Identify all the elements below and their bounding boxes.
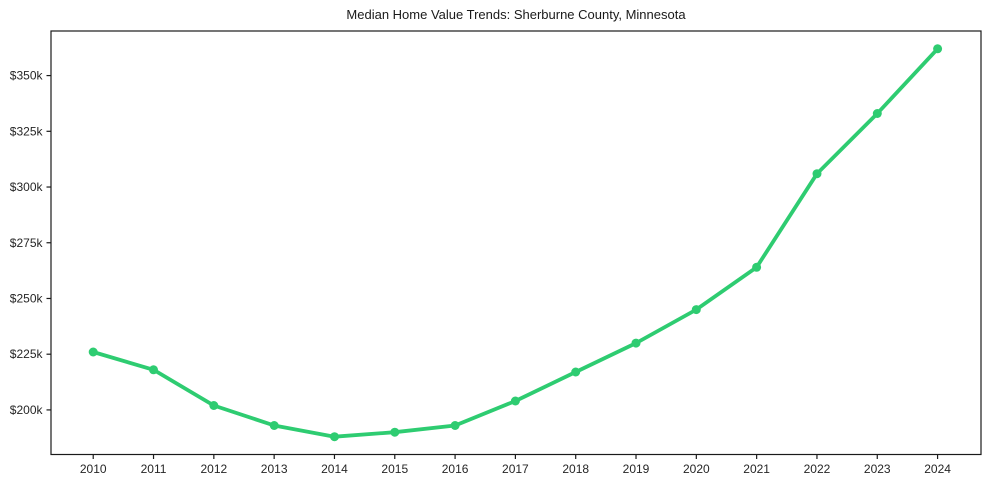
x-tick-label-2011: 2011: [141, 462, 167, 476]
data-point-2012: [209, 401, 219, 410]
x-tick-label-2018: 2018: [562, 462, 589, 476]
data-point-2018: [571, 367, 581, 377]
x-tick-label-2022: 2022: [804, 462, 831, 476]
x-tick-label-2016: 2016: [442, 462, 469, 476]
data-point-2013: [269, 421, 279, 430]
y-tick-label-250k: $250k: [10, 291, 44, 305]
y-tick-label-300k: $300k: [10, 180, 44, 194]
data-point-2016: [450, 421, 460, 430]
data-point-2015: [390, 427, 400, 437]
x-tick-label-2019: 2019: [623, 462, 650, 476]
data-point-2023: [872, 109, 882, 118]
data-point-2021: [752, 262, 762, 272]
data-point-2022: [812, 169, 822, 179]
y-tick-label-275k: $275k: [10, 236, 44, 250]
data-point-2020: [691, 305, 701, 315]
x-tick-label-2021: 2021: [743, 462, 770, 476]
data-point-2017: [510, 396, 520, 406]
x-tick-label-2023: 2023: [864, 462, 891, 476]
data-point-2010: [88, 347, 98, 357]
x-tick-label-2015: 2015: [381, 462, 408, 476]
chart-title: Median Home Value Trends: Sherburne Coun…: [346, 7, 686, 22]
data-point-2024: [933, 44, 943, 54]
y-tick-label-225k: $225k: [10, 347, 44, 361]
x-tick-label-2012: 2012: [200, 462, 227, 476]
data-point-2011: [149, 365, 158, 375]
x-tick-label-2020: 2020: [683, 462, 710, 476]
y-tick-label-350k: $350k: [10, 69, 44, 83]
y-tick-label-200k: $200k: [10, 403, 44, 417]
data-point-2019: [631, 338, 641, 348]
x-tick-label-2010: 2010: [80, 462, 107, 476]
x-tick-label-2014: 2014: [321, 462, 348, 476]
trend-line: [91, 46, 940, 439]
x-tick-label-2024: 2024: [924, 462, 951, 476]
data-point-2014: [330, 432, 339, 442]
x-tick-label-2013: 2013: [261, 462, 288, 476]
y-tick-label-325k: $325k: [10, 124, 44, 138]
x-tick-label-2017: 2017: [502, 462, 529, 476]
